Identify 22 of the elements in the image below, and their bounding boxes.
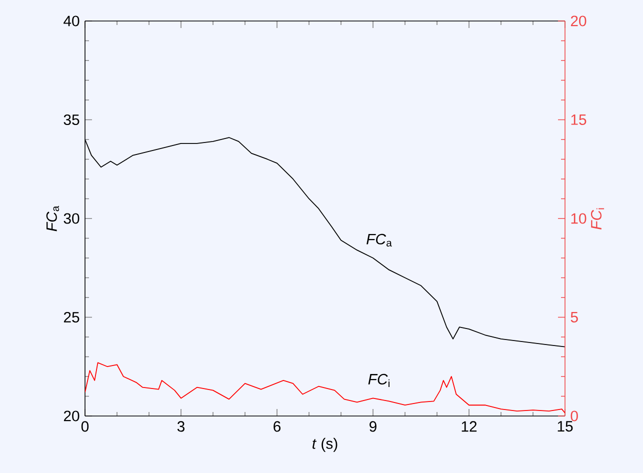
y2-tick-label: 0 bbox=[570, 410, 578, 422]
x-tick-label: 6 bbox=[274, 421, 281, 432]
x-tick-label: 15 bbox=[558, 421, 573, 432]
y2-tick-label: 5 bbox=[570, 312, 578, 322]
y-tick-label: 25 bbox=[64, 312, 80, 323]
y-tick-label: 30 bbox=[64, 213, 80, 224]
y2-tick-label: 20 bbox=[570, 16, 586, 26]
line-series bbox=[85, 362, 566, 414]
y-tick-label: 20 bbox=[64, 410, 80, 422]
x-tick-label: 12 bbox=[462, 421, 477, 432]
annotation: FC$_{i}$ bbox=[368, 374, 390, 387]
y-axis-title: FC$_{a}$ bbox=[46, 206, 60, 232]
y-tick-label: 35 bbox=[64, 114, 80, 126]
y2-axis-title: FC$_{i}$ bbox=[590, 208, 604, 230]
y-tick-label: 40 bbox=[64, 16, 80, 26]
x-tick-label: 9 bbox=[370, 421, 376, 432]
x-tick-label: 3 bbox=[177, 421, 185, 432]
x-axis-title: t (s) bbox=[312, 438, 338, 452]
y2-tick-label: 10 bbox=[571, 213, 586, 224]
x-tick-label: 0 bbox=[81, 421, 89, 432]
annotation: FC$_{a}$ bbox=[366, 234, 392, 247]
y2-tick-label: 15 bbox=[571, 114, 586, 125]
